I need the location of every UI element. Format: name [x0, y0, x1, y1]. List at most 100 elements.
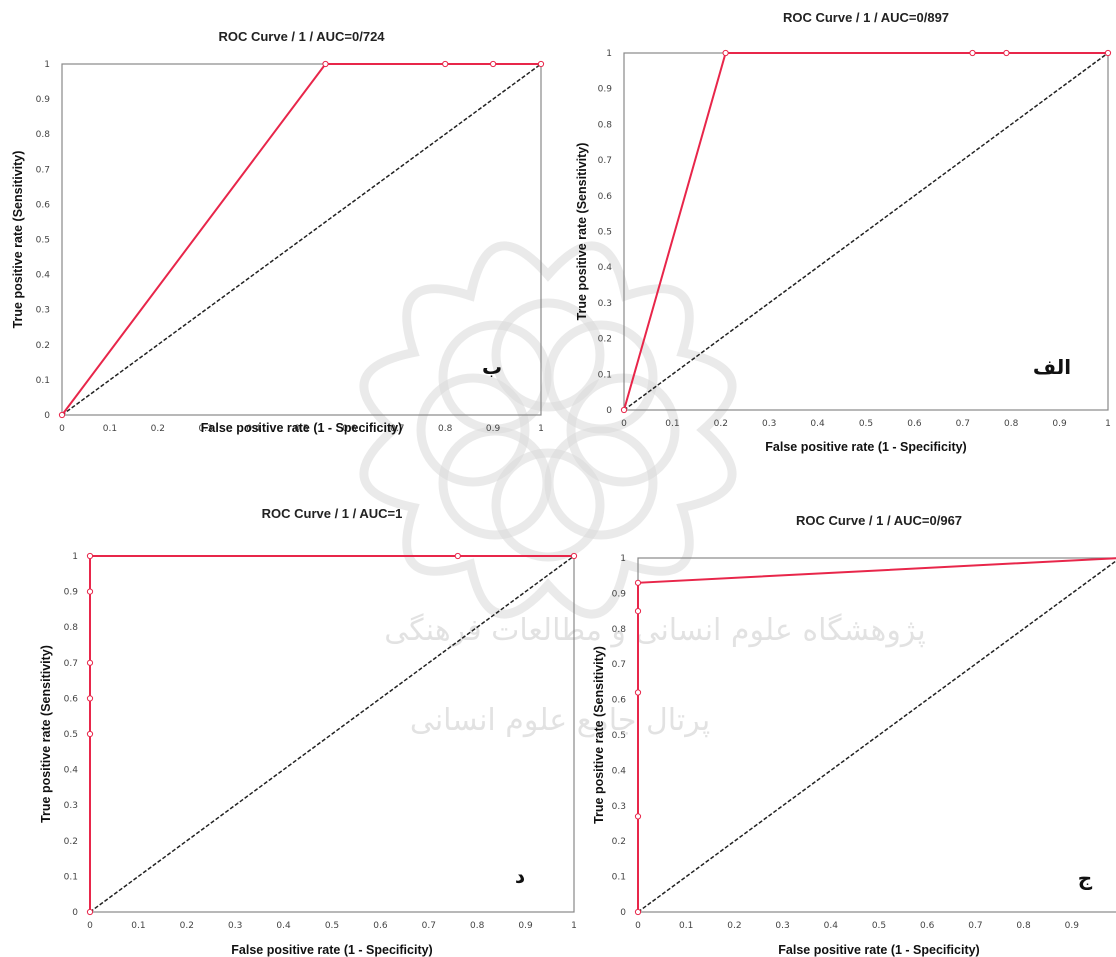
x-axis-label: False positive rate (1 - Specificity) — [765, 440, 966, 454]
x-tick-label: 0.3 — [199, 424, 213, 434]
y-tick-label: 0.3 — [612, 802, 626, 812]
x-tick-label: 0.7 — [390, 424, 404, 434]
x-tick-label: 0.8 — [1016, 921, 1031, 931]
x-tick-label: 0.2 — [180, 921, 194, 931]
roc-point — [490, 60, 497, 68]
chart-panels: ROC Curve / 1 / AUC=0/724 0 0.1 0.2 0.3 0.4 0.… — [11, 10, 1116, 957]
x-tick-label: 0.5 — [294, 424, 308, 434]
x-tick-label: 1 — [571, 921, 577, 931]
roc-point — [1003, 49, 1010, 57]
panel-letter: الف — [1033, 355, 1071, 379]
y-tick-label: 1 — [72, 552, 78, 562]
x-tick-label: 0.7 — [968, 921, 982, 931]
x-tick-label: 0.4 — [810, 419, 825, 429]
watermark-petal — [544, 320, 658, 434]
y-tick-label: 0.2 — [36, 341, 50, 351]
x-tick-label: 0.9 — [1052, 419, 1067, 429]
y-tick-label: 0 — [606, 406, 612, 416]
roc-point — [570, 552, 578, 560]
roc-chart-1: ROC Curve / 1 / AUC=0/724 0 0.1 0.2 0.3 0.4 0.… — [11, 29, 545, 435]
y-tick-label: 0.4 — [598, 263, 613, 273]
watermark-petal — [416, 373, 530, 487]
x-tick-label: 0 — [621, 419, 627, 429]
x-tick-label: 0.2 — [727, 921, 741, 931]
x-tick-label: 0.6 — [342, 424, 357, 434]
roc-chart-3: ROC Curve / 1 / AUC=1 0 0.1 0.2 0.3 0.4 0.5 0.6… — [39, 506, 578, 957]
y-tick-label: 0.6 — [612, 696, 627, 706]
x-tick-label: 1 — [538, 424, 544, 434]
x-tick-label: 0.8 — [438, 424, 453, 434]
y-tick-label: 0.5 — [598, 228, 612, 238]
x-tick-label: 0.1 — [103, 424, 117, 434]
plot-frame — [61, 63, 542, 416]
y-tick-label: 0 — [72, 908, 78, 918]
y-axis-label: True positive rate (Sensitivity) — [592, 646, 606, 824]
y-tick-label: 0.3 — [36, 306, 50, 316]
x-tick-label: 0.9 — [486, 424, 501, 434]
y-tick-label: 1 — [44, 60, 50, 70]
y-tick-label: 0.4 — [36, 271, 51, 281]
y-tick-label: 0.2 — [598, 335, 612, 345]
x-tick-label: 0.7 — [956, 419, 970, 429]
y-tick-label: 0.1 — [612, 873, 626, 883]
chart-title: ROC Curve / 1 / AUC=1 — [262, 506, 403, 521]
x-tick-label: 0.5 — [872, 921, 886, 931]
x-tick-label: 0.7 — [422, 921, 436, 931]
watermark-petal — [566, 373, 680, 487]
y-tick-label: 0.6 — [36, 200, 51, 210]
roc-point — [58, 411, 66, 419]
x-tick-label: 1 — [1105, 419, 1111, 429]
x-tick-label: 0.3 — [762, 419, 776, 429]
x-tick-label: 0 — [59, 424, 65, 434]
y-tick-label: 0.9 — [36, 95, 51, 105]
x-axis-label: False positive rate (1 - Specificity) — [231, 943, 432, 957]
roc-curve — [637, 557, 1116, 912]
panel-letter: د — [515, 864, 525, 888]
chart-title: ROC Curve / 1 / AUC=0/897 — [783, 10, 949, 25]
chart-title: ROC Curve / 1 / AUC=0/967 — [796, 513, 962, 528]
y-tick-label: 0.6 — [598, 192, 613, 202]
roc-point — [454, 552, 461, 560]
y-tick-label: 0.2 — [612, 837, 626, 847]
roc-point — [722, 49, 729, 57]
y-tick-label: 0.1 — [64, 872, 78, 882]
roc-point — [442, 60, 449, 68]
x-tick-label: 0.4 — [276, 921, 291, 931]
x-tick-label: 0.8 — [470, 921, 485, 931]
roc-point — [634, 608, 642, 615]
x-tick-label: 0.5 — [325, 921, 339, 931]
x-tick-label: 0.1 — [665, 419, 679, 429]
x-tick-label: 0 — [87, 921, 93, 931]
y-tick-label: 0.7 — [598, 156, 612, 166]
watermark-petal — [491, 298, 605, 412]
roc-point — [86, 908, 94, 916]
random-classifier-line — [89, 555, 575, 913]
y-tick-label: 0.5 — [612, 731, 626, 741]
x-tick-label: 0.1 — [131, 921, 145, 931]
panel-letter: ب — [482, 355, 502, 379]
random-classifier-line — [623, 52, 1109, 411]
roc-point — [1104, 49, 1112, 57]
roc-curve — [89, 555, 574, 912]
x-tick-label: 0.5 — [859, 419, 873, 429]
random-classifier-line — [637, 560, 1116, 913]
y-tick-label: 0.7 — [36, 165, 50, 175]
x-tick-label: 0.3 — [775, 921, 789, 931]
watermark-text-1: پژوهشگاه علوم انسانی و مطالعات فرهنگی — [384, 613, 926, 648]
roc-chart-4: ROC Curve / 1 / AUC=0/967 0 0.1 0.2 0.3 0.4 0.… — [592, 513, 1116, 957]
roc-point — [86, 695, 94, 702]
x-tick-label: 0.6 — [373, 921, 388, 931]
x-tick-label: 0.2 — [714, 419, 728, 429]
roc-point — [86, 730, 94, 738]
roc-point — [86, 588, 94, 595]
y-axis-label: True positive rate (Sensitivity) — [575, 143, 589, 321]
x-tick-label: 0.4 — [824, 921, 839, 931]
y-tick-label: 0.6 — [64, 694, 79, 704]
watermark-text-2: پرتال جامع علوم انسانی — [410, 703, 710, 738]
roc-point — [322, 60, 329, 68]
roc-point — [620, 406, 628, 414]
x-tick-label: 0 — [635, 921, 641, 931]
watermark-star — [359, 241, 737, 619]
roc-point — [634, 689, 642, 696]
y-tick-label: 0.8 — [64, 623, 79, 633]
